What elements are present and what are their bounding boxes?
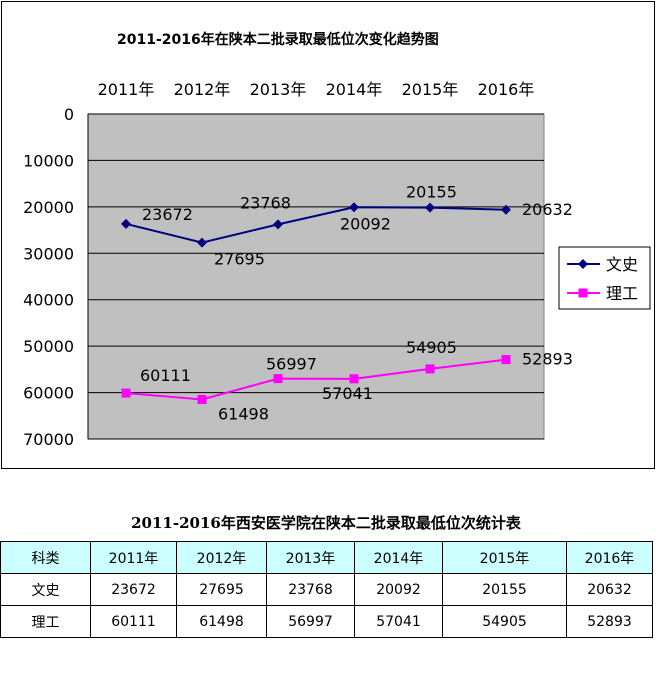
table-header-cell: 2013年 (266, 541, 355, 574)
table-header-cell: 科类 (0, 541, 91, 574)
table-title: 2011-2016年西安医学院在陕本二批录取最低位次统计表 (131, 514, 521, 532)
data-label: 54905 (406, 338, 457, 357)
data-point-marker (197, 395, 207, 405)
data-label: 20155 (406, 183, 457, 202)
data-point-marker (349, 202, 359, 213)
stats-table: 科类 2011年 2012年 2013年 2014年 2015年 2016年 文史 23672 2… (0, 541, 653, 638)
table-header-row: 科类 2011年 2012年 2013年 2014年 2015年 2016年 (0, 541, 653, 574)
data-point-marker (501, 204, 511, 215)
data-point-marker (349, 374, 359, 384)
table-cell: 文史 (0, 573, 91, 606)
table-header-cell: 2016年 (566, 541, 653, 574)
table-row: 理工 60111 61498 56997 57041 54905 52893 (0, 605, 653, 638)
chart-title: 2011-2016年在陕本二批录取最低位次变化趋势图 (117, 31, 439, 48)
x-tick-label: 2015年 (402, 80, 459, 99)
y-tick-label: 60000 (23, 384, 74, 403)
table-header-cell: 2014年 (354, 541, 443, 574)
table-header-cell: 2011年 (90, 541, 177, 574)
table-row: 文史 23672 27695 23768 20092 20155 20632 (0, 573, 653, 606)
data-label: 61498 (218, 405, 269, 424)
table-header-cell: 2015年 (442, 541, 567, 574)
y-tick-label: 70000 (23, 430, 74, 449)
data-label: 56997 (266, 355, 317, 374)
table-cell: 20632 (566, 573, 653, 606)
y-tick-label: 40000 (23, 291, 74, 310)
table-header-cell: 2012年 (176, 541, 267, 574)
data-point-marker (273, 219, 283, 230)
data-label: 20632 (522, 200, 573, 219)
table-cell: 56997 (266, 605, 355, 638)
data-label: 20092 (340, 214, 391, 233)
table-cell: 23768 (266, 573, 355, 606)
data-label: 23672 (142, 205, 193, 224)
y-tick-label: 10000 (23, 151, 74, 170)
data-label: 60111 (140, 366, 191, 385)
table-cell: 23672 (90, 573, 177, 606)
table-cell: 54905 (442, 605, 567, 638)
data-label: 27695 (214, 250, 265, 269)
x-tick-label: 2013年 (250, 80, 307, 99)
legend-label: 文史 (606, 255, 638, 274)
x-tick-label: 2011年 (98, 80, 155, 99)
table-cell: 理工 (0, 605, 91, 638)
x-tick-label: 2016年 (478, 80, 535, 99)
series-line (125, 358, 507, 401)
x-tick-label: 2014年 (326, 80, 383, 99)
table-cell: 57041 (354, 605, 443, 638)
data-point-marker (273, 374, 283, 384)
chart-area: 2011-2016年在陕本二批录取最低位次变化趋势图 0 10000 20000 300… (1, 1, 655, 469)
data-label: 57041 (322, 384, 373, 403)
data-point-marker (425, 364, 435, 374)
data-point-marker (121, 218, 131, 229)
table-cell: 52893 (566, 605, 653, 638)
data-label: 52893 (522, 350, 573, 369)
plot-area (87, 113, 545, 440)
data-point-marker (425, 202, 435, 213)
x-tick-label: 2012年 (174, 80, 231, 99)
line-chart: 2011-2016年在陕本二批录取最低位次变化趋势图 0 10000 20000 300… (23, 31, 651, 449)
table-cell: 60111 (90, 605, 177, 638)
table-cell: 27695 (176, 573, 267, 606)
y-tick-label: 20000 (23, 198, 74, 217)
table-cell: 61498 (176, 605, 267, 638)
data-point-marker (197, 237, 207, 248)
data-point-marker (501, 355, 511, 365)
legend-label: 理工 (606, 284, 638, 303)
data-point-marker (121, 388, 131, 398)
legend-box (558, 246, 651, 310)
data-label: 23768 (240, 193, 291, 212)
legend-marker (578, 259, 588, 269)
table-cell: 20092 (354, 573, 443, 606)
table-cell: 20155 (442, 573, 567, 606)
y-tick-label: 50000 (23, 337, 74, 356)
series-line (125, 206, 507, 244)
y-tick-label: 30000 (23, 244, 74, 263)
legend-marker (578, 288, 588, 298)
y-tick-label: 0 (64, 105, 74, 124)
